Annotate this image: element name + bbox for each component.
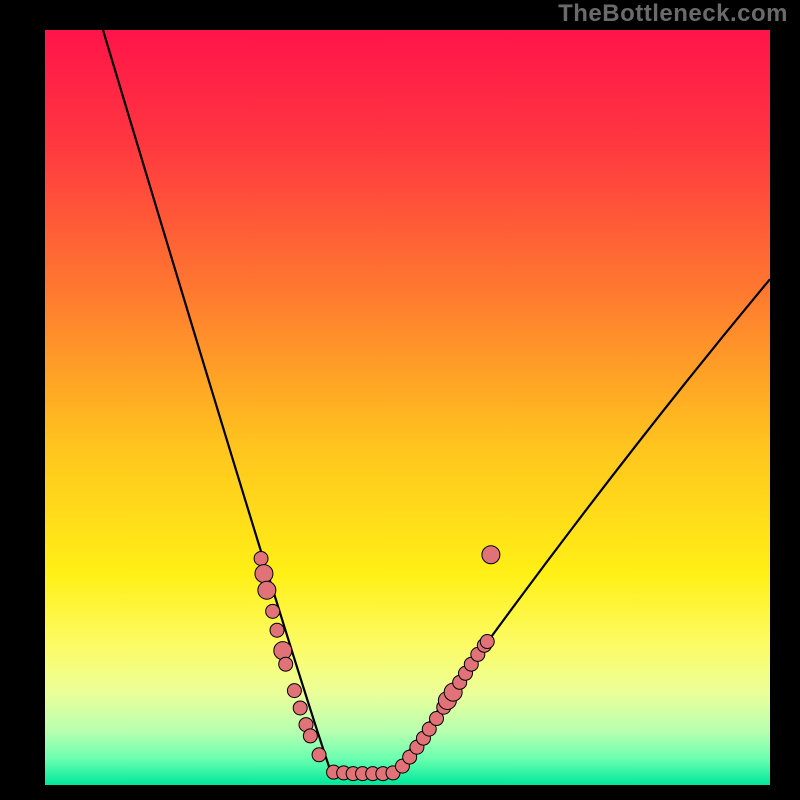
watermark-label: TheBottleneck.com [558,0,788,28]
data-marker [293,701,307,715]
data-marker [266,604,280,618]
data-marker [274,642,292,660]
data-marker [254,552,268,566]
data-marker [255,565,273,583]
plot-background [45,30,770,785]
data-marker [287,684,301,698]
data-marker [270,623,284,637]
bottleneck-chart [0,0,800,800]
data-marker [258,581,276,599]
data-marker [303,729,317,743]
data-marker [312,748,326,762]
data-marker [279,657,293,671]
data-marker [482,546,500,564]
chart-container: TheBottleneck.com [0,0,800,800]
data-marker [480,635,494,649]
